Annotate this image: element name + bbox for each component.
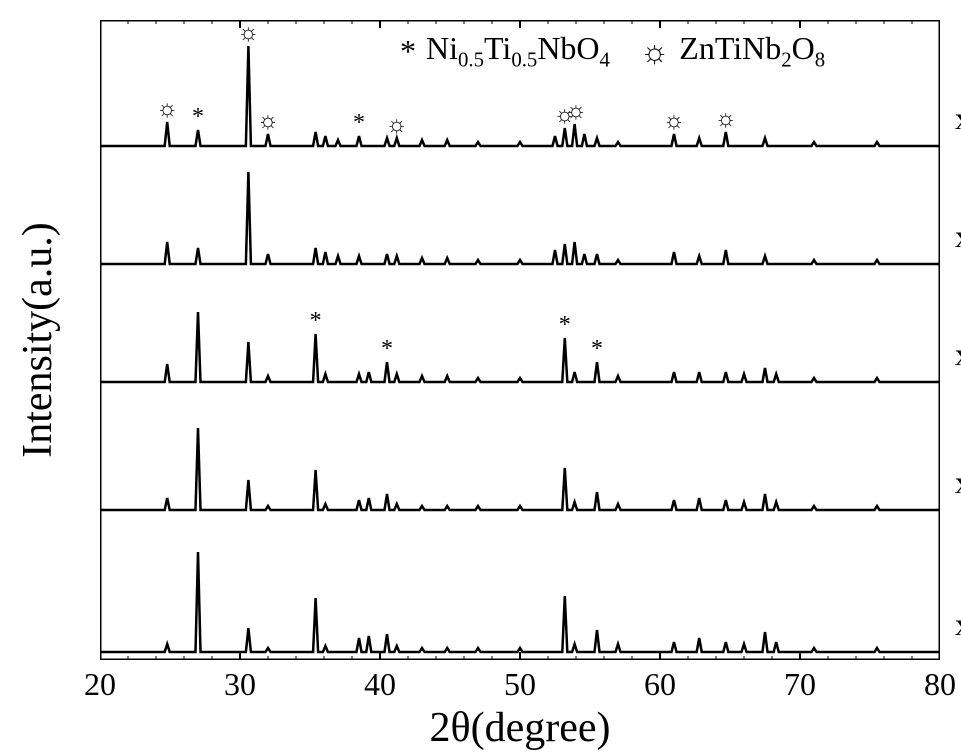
- series-label: x=0.7: [955, 218, 961, 255]
- sun-icon: ☼: [663, 108, 685, 134]
- legend-text-phase1: Ni0.5Ti0.5NbO4: [426, 30, 610, 72]
- xrd-pattern: [100, 428, 940, 510]
- asterisk-icon: *: [353, 110, 365, 136]
- plot-area: ☼ * ☼ ☼ * ☼ ☼ ☼ ☼ ☼ * * * *: [100, 20, 940, 660]
- asterisk-icon: *: [400, 35, 416, 67]
- xrd-pattern: [100, 172, 940, 264]
- legend-item-phase1: * Ni0.5Ti0.5NbO4: [400, 30, 610, 72]
- sun-icon: ☼: [156, 96, 178, 122]
- asterisk-icon: *: [591, 336, 603, 362]
- sun-icon: ☼: [715, 106, 737, 132]
- legend: * Ni0.5Ti0.5NbO4 ☼ ZnTiNb2O8: [400, 30, 825, 72]
- xrd-figure: Intensity(a.u.) ☼ * ☼ ☼ * ☼ ☼ ☼ ☼ ☼ * * * * 20 30 40 50 6…: [0, 0, 961, 756]
- series-label: x=0.2: [955, 606, 961, 643]
- asterisk-icon: *: [381, 336, 393, 362]
- sun-icon: ☼: [386, 112, 408, 138]
- sun-icon: ☼: [640, 35, 669, 67]
- x-axis-label: 2θ(degree): [429, 704, 610, 752]
- xrd-pattern: [100, 312, 940, 382]
- legend-item-phase2: ☼ ZnTiNb2O8: [640, 30, 825, 72]
- x-tick-label: 20: [84, 666, 116, 703]
- asterisk-icon: *: [310, 308, 322, 334]
- x-tick-label: 50: [504, 666, 536, 703]
- x-tick-label: 60: [644, 666, 676, 703]
- x-tick-label: 70: [784, 666, 816, 703]
- series-label: x=0.6: [955, 336, 961, 373]
- legend-text-phase2: ZnTiNb2O8: [679, 30, 825, 72]
- x-tick-label: 30: [224, 666, 256, 703]
- asterisk-icon: *: [192, 104, 204, 130]
- sun-icon: ☼: [565, 98, 587, 124]
- sun-icon: ☼: [257, 108, 279, 134]
- x-tick-label: 40: [364, 666, 396, 703]
- sun-icon: ☼: [237, 20, 259, 46]
- asterisk-icon: *: [559, 312, 571, 338]
- x-tick-label: 80: [924, 666, 956, 703]
- xrd-pattern: [100, 552, 940, 652]
- series-label: x=0.4: [955, 464, 961, 501]
- series-label: x=0.8: [955, 100, 961, 137]
- plot-svg: ☼ * ☼ ☼ * ☼ ☼ ☼ ☼ ☼ * * * *: [100, 20, 940, 660]
- y-axis-label: Intensity(a.u.): [14, 222, 62, 458]
